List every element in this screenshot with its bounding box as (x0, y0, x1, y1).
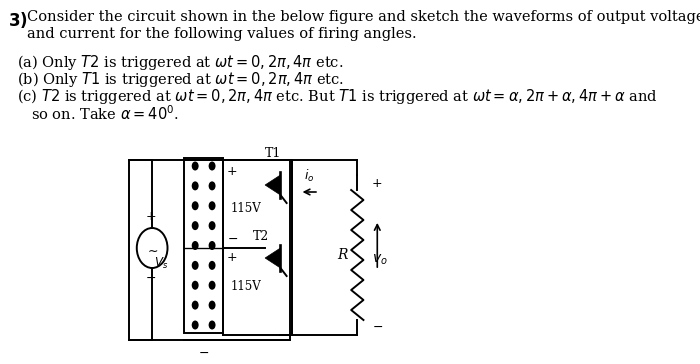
Circle shape (192, 241, 199, 250)
Bar (184, 158, 223, 333)
Circle shape (192, 181, 199, 190)
Circle shape (209, 201, 216, 210)
Text: +: + (227, 165, 237, 178)
Circle shape (209, 241, 216, 250)
Polygon shape (265, 175, 281, 195)
Text: so on. Take $\alpha = 40^{0}$.: so on. Take $\alpha = 40^{0}$. (31, 104, 178, 123)
Text: $V_s$: $V_s$ (155, 256, 169, 271)
Text: T1: T1 (265, 147, 281, 160)
Circle shape (209, 181, 216, 190)
Text: +: + (227, 251, 237, 264)
Text: +: + (146, 210, 156, 223)
Circle shape (192, 320, 199, 329)
Text: 115V: 115V (230, 202, 261, 215)
Text: +: + (372, 177, 382, 190)
Text: $i_o$: $i_o$ (304, 168, 314, 184)
Bar (223, 160, 292, 335)
Circle shape (209, 261, 216, 270)
Text: R: R (337, 248, 347, 262)
Polygon shape (265, 248, 281, 268)
Text: $\mathbf{3)}$: $\mathbf{3)}$ (8, 10, 27, 30)
Circle shape (209, 301, 216, 310)
Text: and current for the following values of firing angles.: and current for the following values of … (27, 27, 416, 41)
Text: $\sim$: $\sim$ (146, 244, 159, 257)
Circle shape (192, 301, 199, 310)
Text: (b) Only $T1$ is triggered at $\omega t = 0, 2\pi, 4\pi$ etc.: (b) Only $T1$ is triggered at $\omega t … (17, 70, 344, 89)
Text: T2: T2 (253, 230, 269, 243)
Text: (a) Only $T2$ is triggered at $\omega t = 0, 2\pi, 4\pi$ etc.: (a) Only $T2$ is triggered at $\omega t … (17, 53, 343, 72)
Circle shape (192, 221, 199, 230)
Circle shape (192, 162, 199, 170)
Circle shape (192, 201, 199, 210)
Circle shape (209, 162, 216, 170)
Text: $-$: $-$ (227, 232, 238, 245)
Text: (c) $T2$ is triggered at $\omega t = 0, 2\pi, 4\pi$ etc. But $T1$ is triggered a: (c) $T2$ is triggered at $\omega t = 0, … (17, 87, 658, 106)
Text: $-$: $-$ (372, 320, 383, 333)
Circle shape (209, 320, 216, 329)
Circle shape (209, 221, 216, 230)
Circle shape (209, 281, 216, 290)
Text: $v_o$: $v_o$ (372, 253, 388, 267)
Text: $-$: $-$ (198, 346, 209, 359)
Text: 115V: 115V (230, 280, 261, 293)
Bar (129, 160, 290, 340)
Circle shape (192, 281, 199, 290)
Text: $-$: $-$ (145, 271, 156, 284)
Text: Consider the circuit shown in the below figure and sketch the waveforms of outpu: Consider the circuit shown in the below … (27, 10, 700, 24)
Circle shape (192, 261, 199, 270)
